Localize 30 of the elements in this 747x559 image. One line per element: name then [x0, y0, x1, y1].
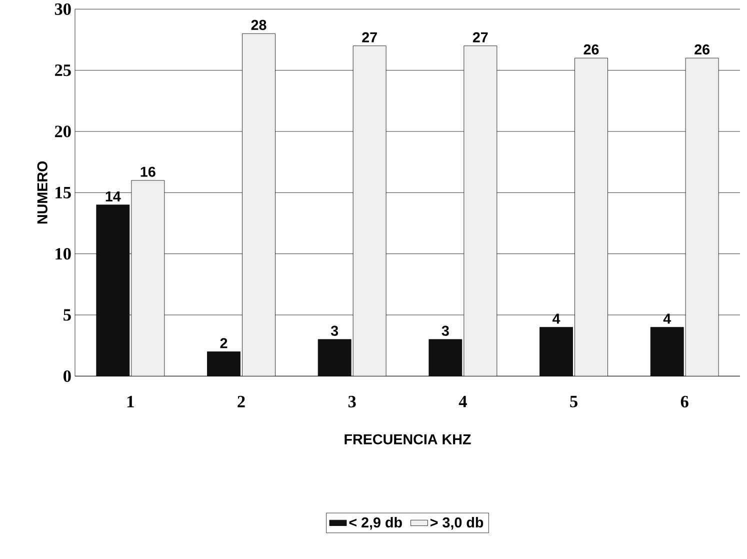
data-label: 4	[663, 314, 672, 324]
x-tick-label: 3	[348, 396, 356, 408]
y-axis-title: NUMERO	[37, 161, 48, 224]
bar	[650, 326, 684, 376]
data-label: 3	[330, 326, 338, 336]
y-tick-label: 25	[54, 64, 71, 76]
y-tick-label: 30	[54, 3, 71, 15]
y-tick-label: 20	[54, 126, 71, 138]
x-axis-title: FRECUENCIA KHZ	[344, 434, 471, 444]
x-tick-label: 6	[680, 396, 688, 408]
legend-label: < 2,9 db	[349, 516, 402, 530]
data-label: 26	[694, 44, 710, 54]
y-tick-label: 5	[64, 309, 71, 321]
x-tick-label: 4	[458, 396, 467, 408]
data-label: 27	[472, 32, 488, 42]
x-tick-label: 2	[238, 396, 245, 408]
x-tick-label: 1	[127, 396, 134, 408]
y-tick-label: 0	[64, 370, 71, 382]
data-label: 4	[552, 314, 560, 324]
legend-label: > 3,0 db	[430, 516, 484, 530]
data-label: 16	[140, 166, 156, 177]
data-label: 28	[251, 20, 266, 30]
data-label: 27	[362, 32, 377, 42]
data-label: 14	[106, 191, 121, 202]
x-tick-label: 5	[570, 396, 578, 408]
y-tick-label: 15	[56, 186, 71, 198]
data-label: 26	[584, 44, 599, 54]
data-label: 3	[442, 326, 449, 336]
y-tick-label: 10	[56, 248, 71, 260]
data-label: 2	[220, 338, 228, 348]
